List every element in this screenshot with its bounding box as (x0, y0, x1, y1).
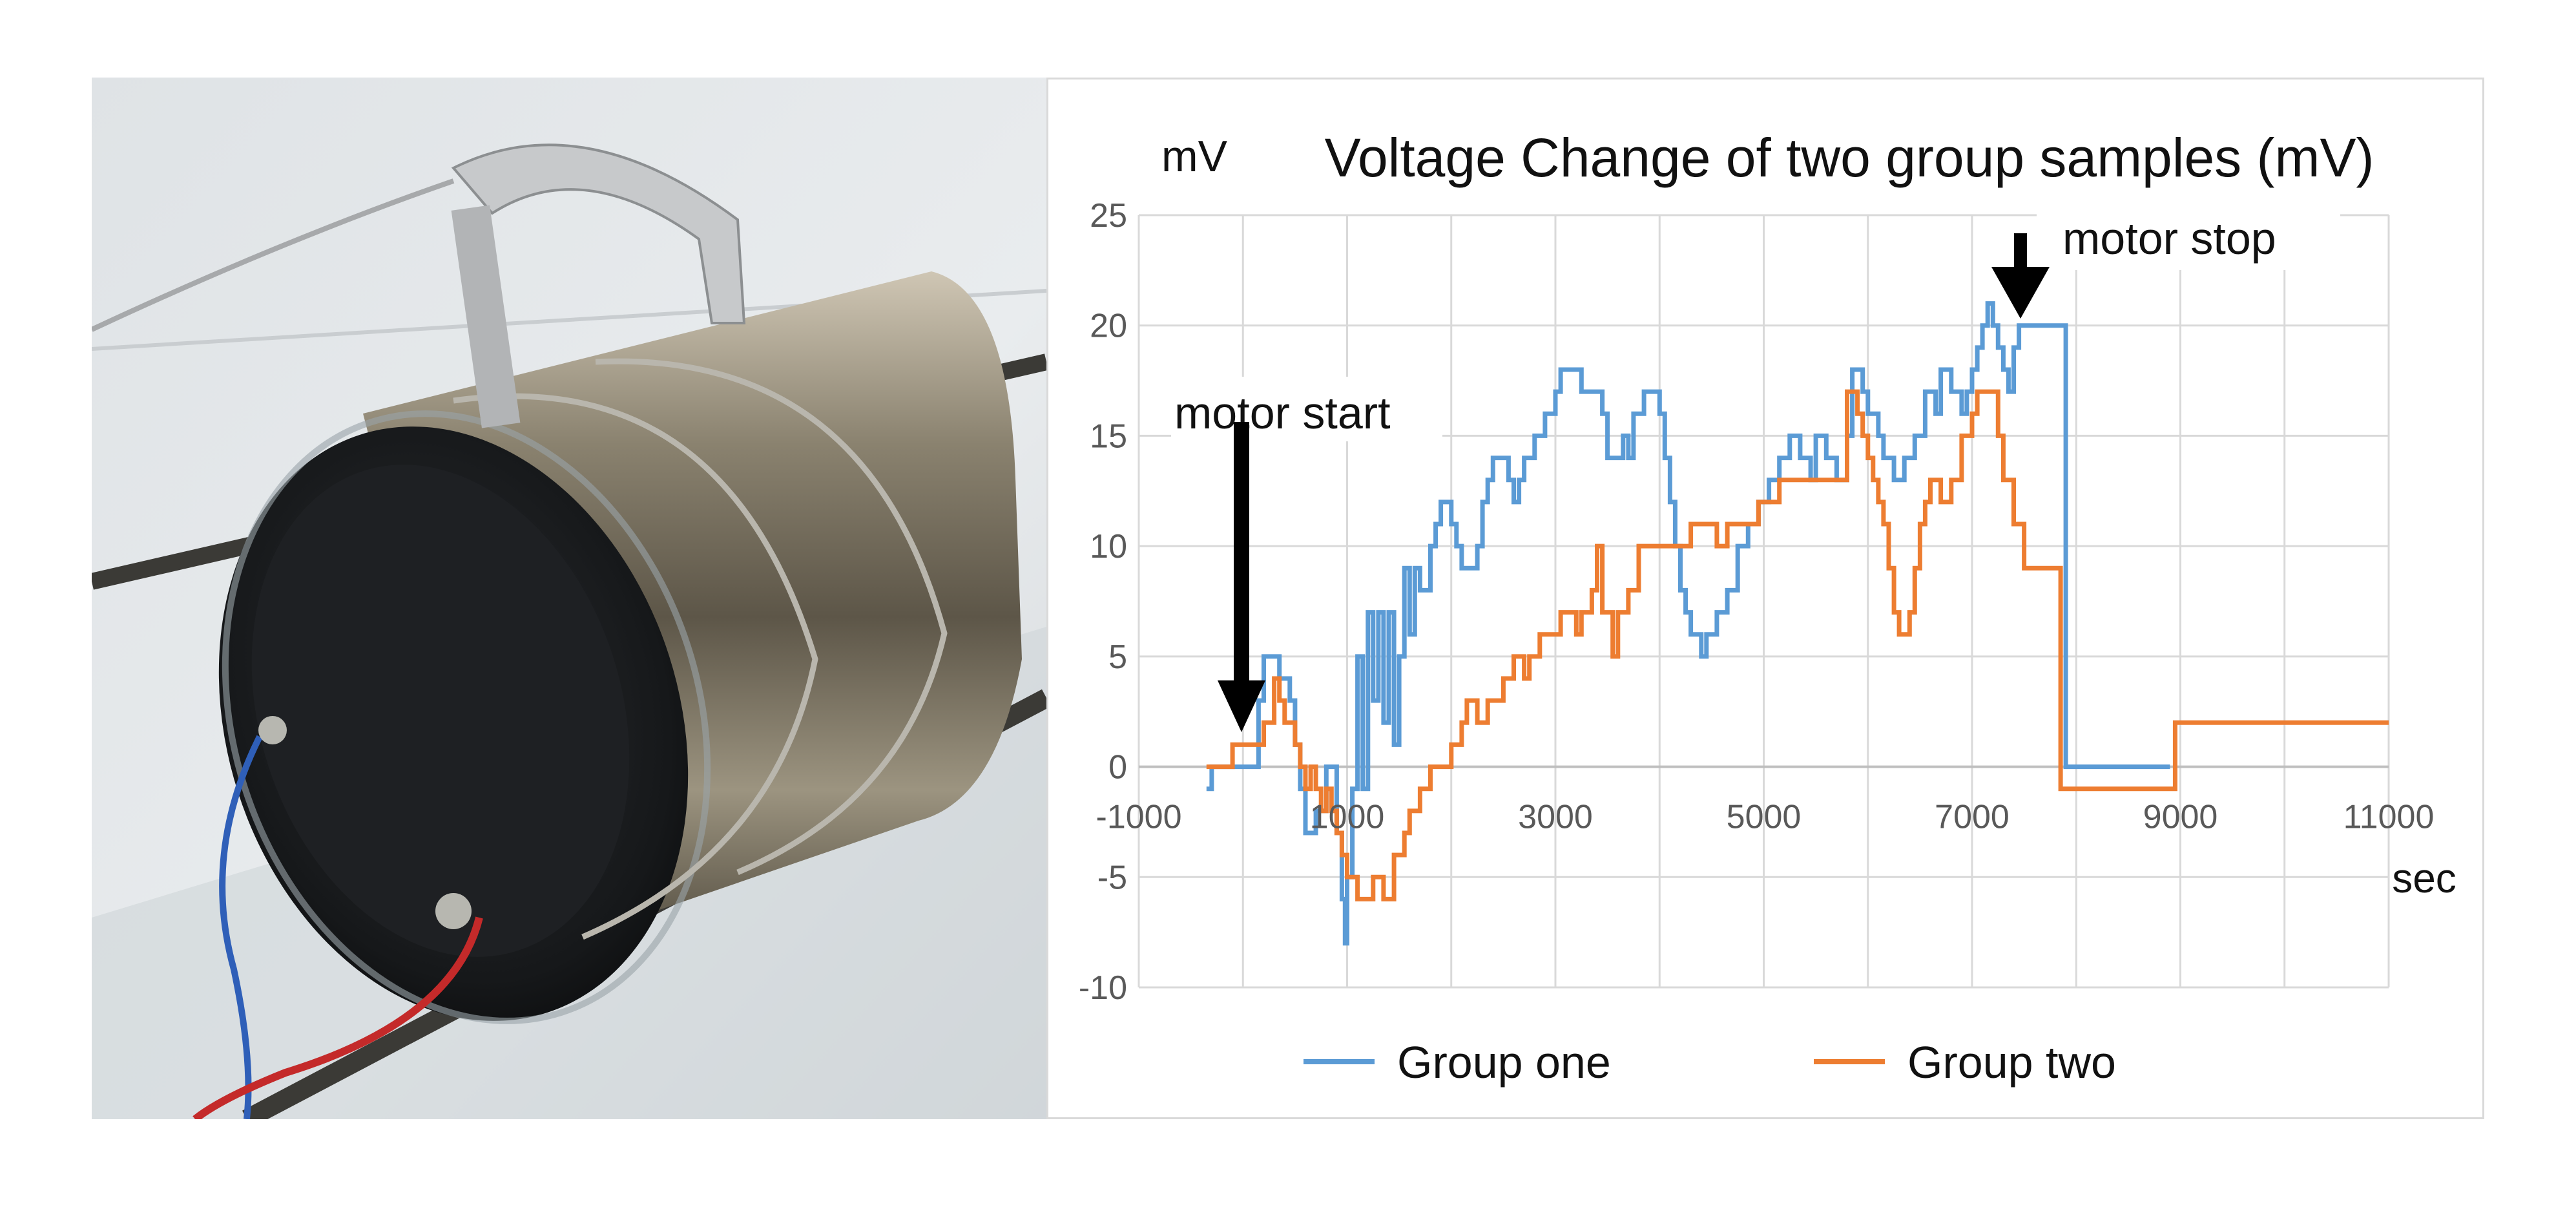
x-tick-label: 5000 (1727, 799, 1802, 836)
arrow-motor-start (1218, 422, 1265, 732)
y-tick-label: 5 (1108, 638, 1127, 676)
series-line-group-one (1206, 301, 2170, 946)
tick-labels: -10 -5 0 5 10 15 20 25 -1000 1000 3000 5000 7000 9000… (1079, 197, 2435, 1007)
x-tick-label: 3000 (1518, 799, 1593, 836)
y-tick-label: 15 (1090, 417, 1127, 455)
sample-photo (92, 78, 1046, 1119)
legend-label-group-two: Group two (1907, 1037, 2116, 1088)
sample-photo-drawing (92, 78, 1046, 1119)
x-tick-label: 7000 (1935, 799, 2010, 836)
y-tick-label: 25 (1090, 197, 1127, 235)
voltage-chart: -10 -5 0 5 10 15 20 25 -1000 1000 3000 5000 7000 9000… (1079, 127, 2457, 1088)
y-tick-label: 20 (1090, 308, 1127, 345)
series-line-group-two (1206, 389, 2389, 901)
chart-panel: -10 -5 0 5 10 15 20 25 -1000 1000 3000 5000 7000 9000… (1046, 78, 2484, 1119)
series-layer (1206, 301, 2389, 946)
x-tick-label: 11000 (2343, 799, 2435, 836)
legend: Group one Group two (1304, 1037, 2116, 1088)
y-tick-label: 10 (1090, 528, 1127, 565)
x-axis-label: sec (2392, 855, 2457, 901)
y-axis-label: mV (1161, 132, 1228, 181)
chart-title: Voltage Change of two group samples (mV) (1325, 127, 2374, 188)
y-tick-label: -5 (1097, 859, 1127, 896)
legend-label-group-one: Group one (1397, 1037, 1611, 1088)
x-tick-label: -1000 (1096, 799, 1182, 836)
x-tick-label: 1000 (1310, 799, 1385, 836)
grid (1137, 214, 2390, 989)
arrow-motor-stop (1991, 233, 2050, 319)
x-tick-label: 9000 (2143, 799, 2218, 836)
y-tick-label: 0 (1108, 749, 1127, 786)
annotations: motor start motor stop (1171, 205, 2340, 732)
y-tick-label: -10 (1079, 969, 1127, 1007)
annotation-motor-stop: motor stop (2062, 213, 2276, 264)
annotation-motor-start: motor start (1174, 388, 1391, 438)
